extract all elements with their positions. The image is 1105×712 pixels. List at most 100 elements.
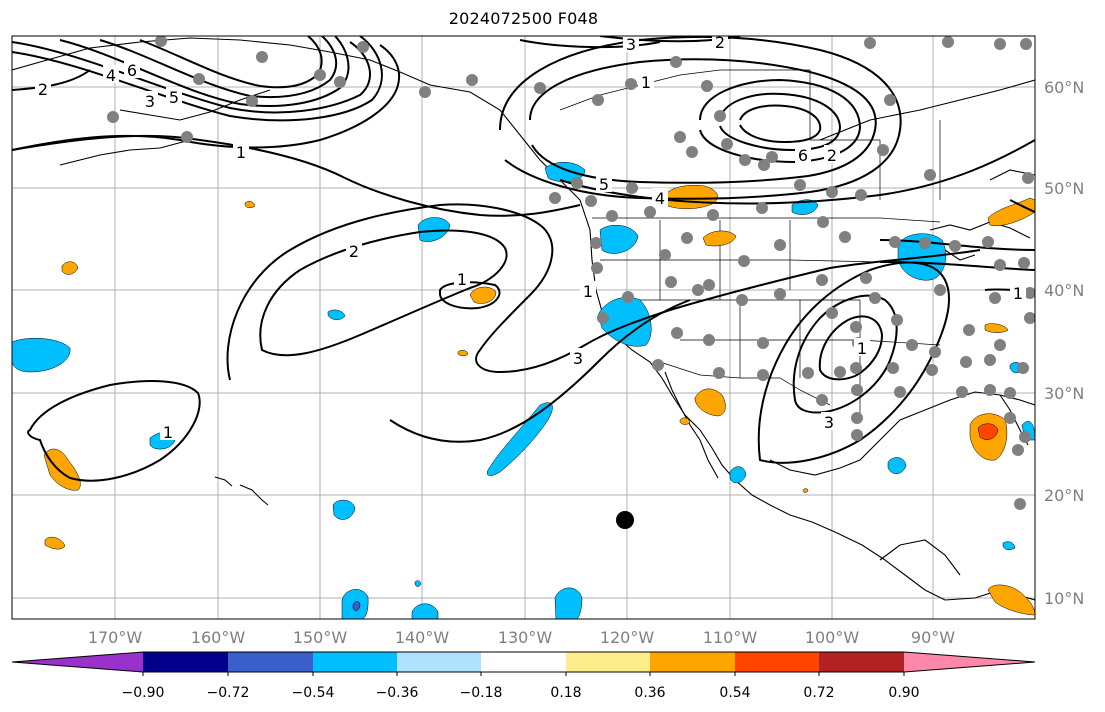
contour-label: 6 <box>127 61 137 80</box>
station-dot <box>906 339 918 351</box>
contour-label-bg <box>233 142 249 160</box>
station-dot <box>850 362 862 374</box>
contour-label-bg <box>1010 283 1026 301</box>
station-dot <box>758 159 770 171</box>
contour-label-bg <box>124 60 140 78</box>
station-dot <box>757 337 769 349</box>
colorbar-extend-high <box>904 652 1035 672</box>
contour-label-bg <box>570 348 586 366</box>
colorbar-tick-label: 0.54 <box>719 685 750 701</box>
station-dot <box>549 192 561 204</box>
contour-label-bg <box>160 422 176 440</box>
station-dot <box>1018 257 1030 269</box>
contour-label-bg <box>854 338 870 356</box>
station-dot <box>934 284 946 296</box>
colorbar-segment <box>313 652 397 672</box>
contour-label: 2 <box>349 242 359 261</box>
colorbar-extend-low <box>12 652 143 672</box>
location-marker <box>616 511 634 529</box>
station-dot <box>256 51 268 63</box>
contour-label: 5 <box>599 175 609 194</box>
station-dot <box>314 69 326 81</box>
lat-tick-label: 60°N <box>1044 78 1084 97</box>
colorbar-tick-label: 0.72 <box>803 685 834 701</box>
lon-tick-label: 130°W <box>498 628 553 647</box>
station-dot <box>703 279 715 291</box>
colorbar-tick-label: 0.90 <box>888 685 919 701</box>
contour-label: 1 <box>857 339 867 358</box>
station-dot <box>816 274 828 286</box>
station-dot <box>592 94 604 106</box>
station-dot <box>817 216 829 228</box>
lat-tick-label: 40°N <box>1044 281 1084 300</box>
station-dot <box>686 146 698 158</box>
lon-tick-label: 120°W <box>600 628 655 647</box>
contour-label: 1 <box>163 423 173 442</box>
station-dot <box>851 384 863 396</box>
station-dot <box>851 412 863 424</box>
lat-tick-label: 20°N <box>1044 486 1084 505</box>
station-dot <box>963 324 975 336</box>
station-dot <box>887 362 899 374</box>
station-dot <box>864 37 876 49</box>
station-dot <box>644 206 656 218</box>
contour-label-bg <box>623 36 639 52</box>
station-dot <box>929 346 941 358</box>
contour-lines <box>12 36 1035 482</box>
station-dot <box>757 369 769 381</box>
station-dot <box>1022 172 1034 184</box>
station-dot <box>674 131 686 143</box>
station-dot <box>246 95 258 107</box>
contour-label-bg <box>824 145 840 163</box>
station-dot <box>774 239 786 251</box>
contour-label-bg <box>166 87 182 105</box>
lon-tick-label: 90°W <box>911 628 955 647</box>
station-dot <box>155 36 167 47</box>
station-dot <box>834 366 846 378</box>
station-dot <box>107 111 119 123</box>
map-background <box>12 36 1035 619</box>
colorbar-segment <box>143 652 228 672</box>
contour-label-bg <box>454 269 470 287</box>
station-dot <box>926 364 938 376</box>
station-dot <box>590 237 602 249</box>
station-dot <box>919 237 931 249</box>
station-dot <box>181 131 193 143</box>
station-dot <box>692 284 704 296</box>
colorbar-tick-label: 0.36 <box>634 685 665 701</box>
colorbar-tick-label: −0.54 <box>292 685 335 701</box>
lon-tick-label: 170°W <box>88 628 143 647</box>
station-dot <box>839 231 851 243</box>
contour-label: 1 <box>236 143 246 162</box>
station-dot <box>1024 287 1035 299</box>
colorbar-tick-label: −0.36 <box>376 685 419 701</box>
station-dot <box>659 249 671 261</box>
contour-label: 3 <box>145 92 155 111</box>
contour-label-bg <box>712 36 728 50</box>
contour-label-bg <box>596 174 612 192</box>
station-dot <box>816 394 828 406</box>
station-dot <box>419 86 431 98</box>
colorbar-tick-label: −0.18 <box>460 685 503 701</box>
station-dot <box>960 356 972 368</box>
station-dot <box>534 82 546 94</box>
contour-label: 3 <box>626 35 636 54</box>
station-dot <box>714 110 726 122</box>
station-dot <box>334 76 346 88</box>
contour-label-bg <box>346 241 362 259</box>
lat-tick-label: 30°N <box>1044 384 1084 403</box>
station-dot <box>625 78 637 90</box>
station-dot <box>626 182 638 194</box>
station-dot <box>591 262 603 274</box>
station-dot <box>794 179 806 191</box>
station-dot <box>665 276 677 288</box>
station-dot <box>571 177 583 189</box>
contour-label-bg <box>821 412 837 430</box>
shaded-anomaly-areas <box>12 162 1035 619</box>
station-dot <box>681 232 693 244</box>
contour-label-bg <box>795 145 811 163</box>
station-dot <box>851 429 863 441</box>
station-dot <box>1004 387 1016 399</box>
